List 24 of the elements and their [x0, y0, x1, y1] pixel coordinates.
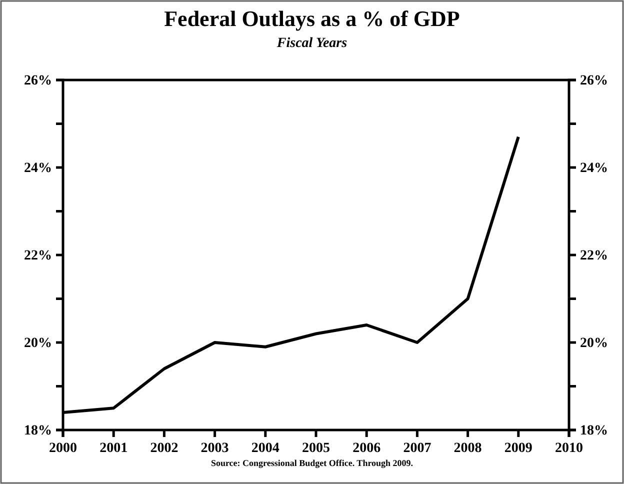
y2-tick-label: 26% [580, 73, 608, 88]
y-tick-label: 20% [24, 336, 52, 351]
x-tick-label: 2005 [302, 440, 330, 456]
y-tick-label: 18% [24, 423, 52, 438]
source-note: Source: Congressional Budget Office. Through 2009. [210, 458, 414, 468]
chart-subtitle: Fiscal Years [276, 36, 348, 51]
y2-tick-label: 22% [580, 248, 608, 264]
x-tick-label: 2002 [150, 440, 178, 456]
x-tick-label: 2008 [454, 440, 482, 456]
y-tick-label: 24% [24, 160, 52, 176]
y-tick-label: 26% [24, 73, 52, 88]
x-tick-label: 2009 [504, 440, 532, 456]
x-tick-label: 2006 [352, 440, 381, 456]
x-tick-label: 2007 [403, 440, 432, 456]
x-tick-label: 2001 [100, 440, 128, 456]
x-tick-label: 2000 [49, 440, 77, 456]
y2-tick-label: 24% [580, 160, 608, 176]
chart-title: Federal Outlays as a % of GDP [164, 6, 460, 31]
x-tick-label: 2003 [200, 440, 229, 456]
y2-tick-label: 20% [580, 336, 608, 351]
y2-tick-label: 18% [580, 423, 608, 438]
y-tick-label: 22% [24, 248, 52, 264]
x-tick-label: 2010 [555, 440, 583, 456]
x-tick-label: 2004 [251, 440, 280, 456]
